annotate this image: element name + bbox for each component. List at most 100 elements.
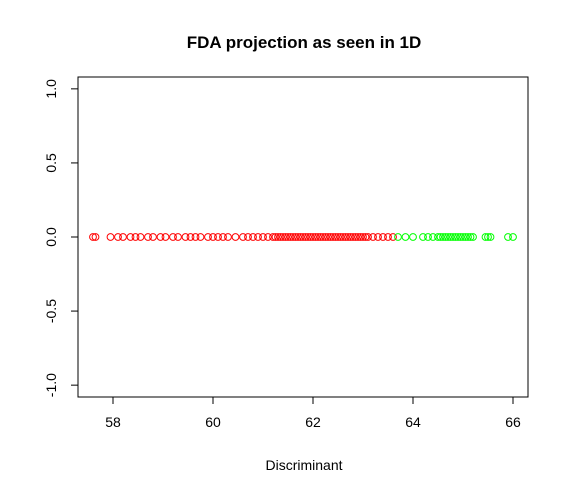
data-point	[454, 233, 462, 241]
x-tick-label: 62	[305, 414, 321, 430]
data-point	[306, 233, 315, 241]
data-point	[384, 233, 392, 241]
data-point	[244, 233, 252, 241]
data-point	[464, 233, 472, 241]
data-point	[271, 233, 280, 241]
data-point	[346, 233, 355, 241]
plot-area-frame	[77, 76, 529, 398]
data-point	[89, 233, 97, 241]
data-point	[196, 233, 205, 241]
data-point	[336, 233, 345, 241]
data-point	[434, 233, 442, 241]
data-point	[191, 233, 200, 241]
data-point	[331, 233, 340, 241]
data-point	[91, 233, 100, 241]
y-tick-label: 1.0	[43, 79, 59, 99]
data-point	[481, 233, 490, 241]
data-point	[319, 233, 327, 241]
data-point	[301, 233, 310, 241]
x-tick-label: 64	[405, 414, 421, 430]
data-point	[156, 233, 165, 241]
data-point	[444, 233, 452, 241]
data-point	[369, 233, 377, 241]
data-point	[276, 233, 285, 241]
data-points	[89, 233, 517, 241]
data-point	[486, 233, 495, 241]
y-tick-label: 0.5	[43, 153, 59, 173]
data-point	[441, 233, 450, 241]
series-1	[89, 233, 397, 241]
data-point	[326, 233, 335, 241]
x-tick-label: 60	[205, 414, 221, 430]
data-point	[304, 233, 312, 241]
data-point	[394, 233, 402, 241]
data-point	[349, 233, 357, 241]
data-point	[209, 233, 217, 241]
data-point	[409, 233, 417, 241]
data-point	[361, 233, 370, 241]
data-point	[204, 233, 212, 241]
data-point	[339, 233, 347, 241]
series-2	[394, 233, 517, 241]
data-point	[161, 233, 170, 241]
data-point	[419, 233, 427, 241]
data-point	[259, 233, 267, 241]
data-point	[279, 233, 287, 241]
data-point	[284, 233, 292, 241]
data-point	[239, 233, 247, 241]
data-point	[451, 233, 460, 241]
data-point	[439, 233, 447, 241]
data-point	[329, 233, 337, 241]
data-point	[149, 233, 157, 241]
data-point	[424, 233, 432, 241]
data-point	[341, 233, 350, 241]
data-point	[264, 233, 272, 241]
data-point	[114, 233, 122, 241]
data-point	[379, 233, 387, 241]
data-point	[254, 233, 262, 241]
data-point	[311, 233, 320, 241]
data-point	[401, 233, 410, 241]
data-point	[119, 233, 127, 241]
data-point	[314, 233, 322, 241]
data-point	[174, 233, 182, 241]
data-point	[466, 233, 475, 241]
data-point	[294, 233, 302, 241]
data-point	[296, 233, 305, 241]
data-point	[231, 233, 240, 241]
data-point	[289, 233, 297, 241]
data-point	[106, 233, 115, 241]
x-axis: 58 60 62 64 66	[105, 396, 521, 430]
data-point	[456, 233, 465, 241]
y-tick-label: -0.5	[43, 299, 59, 323]
data-point	[351, 233, 360, 241]
data-point	[181, 233, 190, 241]
chart-title: FDA projection as seen in 1D	[187, 33, 422, 52]
data-point	[131, 233, 140, 241]
data-point	[286, 233, 295, 241]
data-point	[354, 233, 362, 241]
x-tick-label: 66	[505, 414, 521, 430]
data-point	[219, 233, 227, 241]
data-point	[461, 233, 470, 241]
data-point	[321, 233, 330, 241]
data-point	[136, 233, 145, 241]
data-point	[356, 233, 365, 241]
data-point	[459, 233, 467, 241]
data-point	[449, 233, 457, 241]
data-point	[469, 233, 477, 241]
data-point	[291, 233, 300, 241]
data-point	[344, 233, 352, 241]
data-point	[374, 233, 382, 241]
y-tick-label: -1.0	[43, 373, 59, 397]
data-point	[334, 233, 342, 241]
data-point	[389, 233, 397, 241]
data-point	[186, 233, 195, 241]
data-point	[224, 233, 232, 241]
data-point	[484, 233, 492, 241]
data-point	[269, 233, 277, 241]
data-point	[274, 233, 282, 241]
data-point	[324, 233, 332, 241]
data-point	[429, 233, 437, 241]
